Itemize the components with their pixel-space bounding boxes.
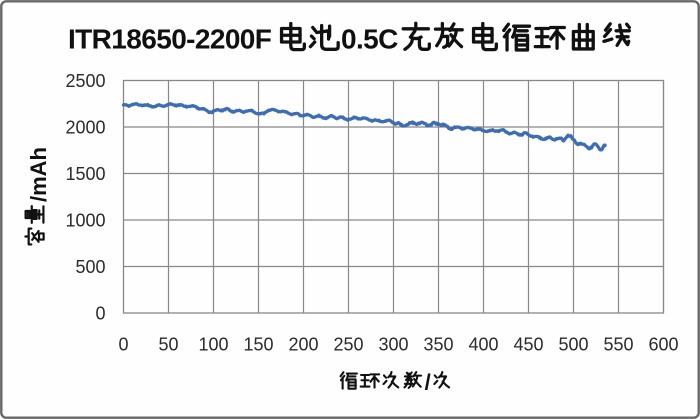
svg-text:1500: 1500 <box>65 164 105 184</box>
svg-text:350: 350 <box>423 335 453 355</box>
svg-text:550: 550 <box>603 335 633 355</box>
svg-text:200: 200 <box>288 335 318 355</box>
svg-text:0: 0 <box>95 303 105 323</box>
svg-text:500: 500 <box>75 257 105 277</box>
svg-text:2000: 2000 <box>65 117 105 137</box>
svg-text:50: 50 <box>158 335 178 355</box>
svg-text:ITR18650-2200F: ITR18650-2200F <box>68 24 272 55</box>
svg-text:2500: 2500 <box>65 71 105 91</box>
svg-text:400: 400 <box>468 335 498 355</box>
svg-text:1000: 1000 <box>65 210 105 230</box>
svg-text:500: 500 <box>558 335 588 355</box>
svg-text:600: 600 <box>648 335 678 355</box>
svg-text:0.5C: 0.5C <box>341 24 398 55</box>
svg-text:/mAh: /mAh <box>26 147 51 202</box>
svg-text:/: / <box>425 370 431 395</box>
svg-text:150: 150 <box>243 335 273 355</box>
svg-text:300: 300 <box>378 335 408 355</box>
svg-text:250: 250 <box>333 335 363 355</box>
svg-text:0: 0 <box>118 335 128 355</box>
svg-text:100: 100 <box>198 335 228 355</box>
svg-text:450: 450 <box>513 335 543 355</box>
